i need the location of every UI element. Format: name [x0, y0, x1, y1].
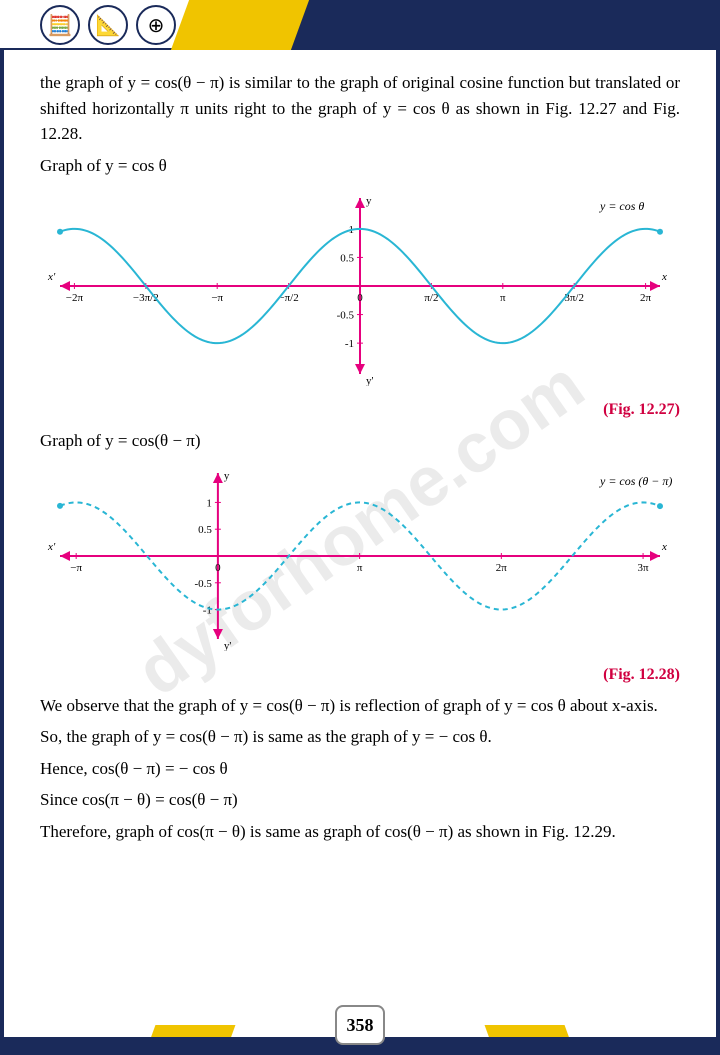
page-content: the graph of y = cos(θ − π) is similar t… — [0, 50, 720, 844]
header-bar: 🧮 📐 ⊕ — [0, 0, 720, 50]
svg-text:x': x' — [47, 271, 56, 283]
observation-1: We observe that the graph of y = cos(θ −… — [40, 693, 680, 719]
graph2-title: Graph of y = cos(θ − π) — [40, 428, 680, 454]
svg-text:-0.5: -0.5 — [337, 310, 355, 322]
svg-text:π: π — [500, 292, 506, 304]
svg-text:0: 0 — [357, 292, 363, 304]
svg-text:y': y' — [366, 375, 374, 386]
observation-3: Hence, cos(θ − π) = − cos θ — [40, 756, 680, 782]
svg-text:-1: -1 — [345, 338, 354, 350]
svg-text:y = cos (θ − π): y = cos (θ − π) — [599, 474, 672, 488]
page-number: 358 — [335, 1005, 385, 1045]
observation-2: So, the graph of y = cos(θ − π) is same … — [40, 724, 680, 750]
svg-text:2π: 2π — [496, 562, 508, 574]
svg-text:0: 0 — [215, 562, 221, 574]
fig-label-1: (Fig. 12.27) — [40, 398, 680, 422]
ruler-icon: 📐 — [88, 5, 128, 45]
footer: 358 — [0, 1000, 720, 1055]
svg-text:1: 1 — [206, 497, 212, 509]
svg-text:0.5: 0.5 — [198, 524, 212, 536]
svg-text:π: π — [357, 562, 363, 574]
observation-5: Therefore, graph of cos(π − θ) is same a… — [40, 819, 680, 845]
svg-text:−π: −π — [211, 292, 223, 304]
chart-1: xx'yy'−2π−3π/2−π−π/20π/2π3π/22π10.5-0.5-… — [40, 186, 680, 394]
svg-text:x: x — [661, 541, 667, 553]
compass-icon: ⊕ — [136, 5, 176, 45]
graph1-title: Graph of y = cos θ — [40, 153, 680, 179]
svg-text:y: y — [224, 470, 230, 482]
svg-text:y: y — [366, 195, 372, 207]
svg-text:-0.5: -0.5 — [194, 578, 212, 590]
svg-text:-1: -1 — [203, 605, 212, 617]
chart-2: x x' y y' −π 0 π 2π 3π 1 0.5 -0.5 -1 y = cos (θ − π) — [40, 461, 680, 659]
svg-text:3π: 3π — [638, 562, 650, 574]
svg-text:y = cos θ: y = cos θ — [599, 199, 644, 213]
header-icons: 🧮 📐 ⊕ — [40, 5, 176, 45]
svg-text:−π: −π — [70, 562, 82, 574]
fig-label-2: (Fig. 12.28) — [40, 663, 680, 687]
calculator-icon: 🧮 — [40, 5, 80, 45]
header-accent — [171, 0, 309, 50]
observation-4: Since cos(π − θ) = cos(θ − π) — [40, 787, 680, 813]
svg-text:2π: 2π — [640, 292, 652, 304]
svg-text:x': x' — [47, 541, 56, 553]
svg-text:−2π: −2π — [66, 292, 84, 304]
svg-text:y': y' — [224, 640, 232, 651]
svg-text:x: x — [661, 271, 667, 283]
svg-text:0.5: 0.5 — [340, 252, 354, 264]
intro-text: the graph of y = cos(θ − π) is similar t… — [40, 70, 680, 147]
